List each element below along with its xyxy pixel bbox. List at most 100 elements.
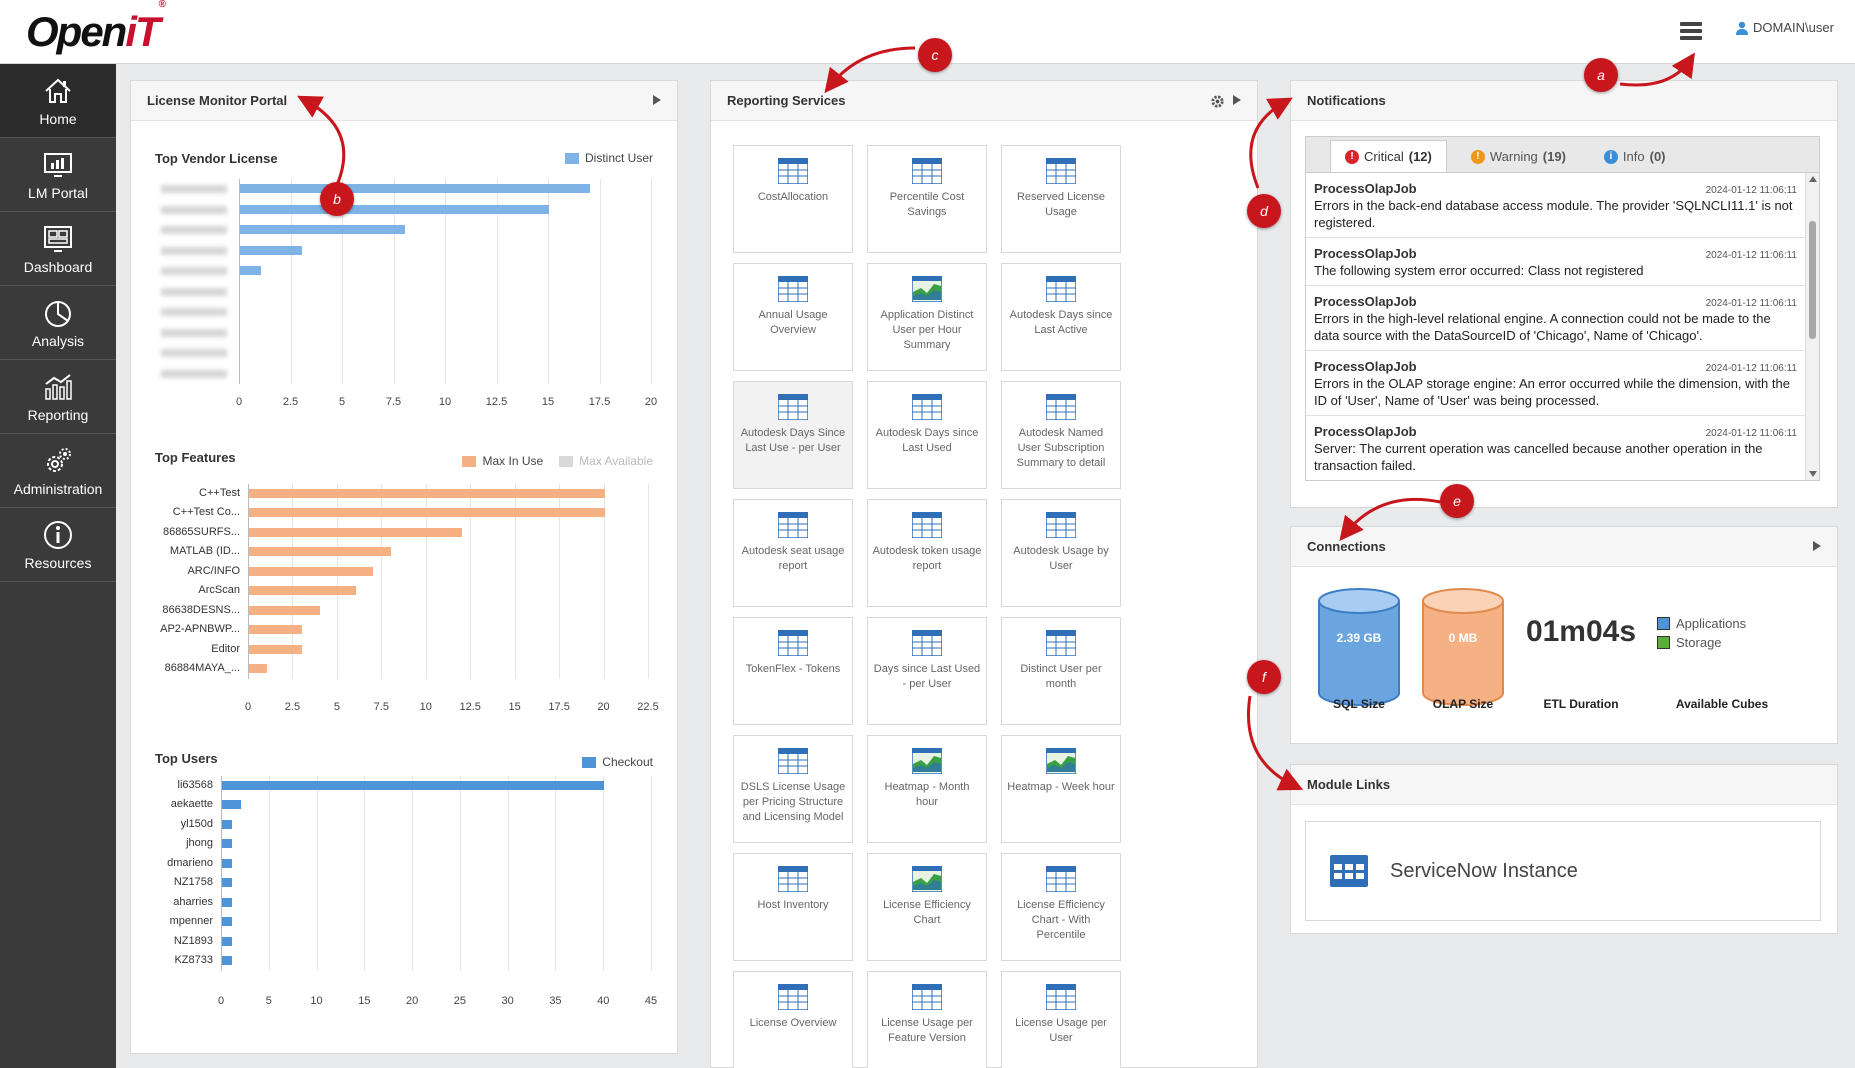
sidebar-item-administration[interactable]: Administration: [0, 434, 116, 508]
gridline: [290, 179, 292, 384]
blurred-label: [161, 349, 227, 358]
gear-icon[interactable]: [1210, 94, 1225, 109]
report-tile[interactable]: License Usage per Feature Version: [867, 971, 987, 1068]
tab-warning[interactable]: ! Warning (19): [1457, 141, 1580, 172]
notification-text: Errors in the OLAP storage engine: An er…: [1314, 376, 1790, 408]
report-tile[interactable]: Autodesk Days since Last Active: [1001, 263, 1121, 371]
top-vendor-license-chart: Top Vendor License Distinct User 0 2.5 5 7.…: [131, 121, 677, 421]
chart-title: Top Users: [155, 751, 218, 766]
report-tile[interactable]: Autodesk Days since Last Used: [867, 381, 987, 489]
table-icon: [777, 629, 809, 657]
notification-item[interactable]: ProcessOlapJob 2024-01-12 11:06:11 The fol…: [1306, 238, 1819, 286]
table-icon: [1045, 865, 1077, 893]
tick-label: 15: [358, 995, 371, 1007]
gridline: [336, 484, 338, 679]
top-features-chart: Top Features Max In Use Max Available 0 2.…: [131, 421, 677, 721]
notification-date: 2024-01-12 11:06:11: [1705, 298, 1797, 309]
report-tile[interactable]: Autodesk token usage report: [867, 499, 987, 607]
grid-table-icon: [1330, 855, 1368, 887]
tick-label: 15: [508, 701, 521, 713]
y-axis: [221, 776, 222, 971]
notification-item[interactable]: ProcessOlapJob 2024-01-12 11:06:11 Errors …: [1306, 351, 1819, 416]
bar: [222, 878, 232, 888]
y-axis: [239, 179, 240, 384]
report-tile[interactable]: Annual Usage Overview: [733, 263, 853, 371]
report-tile[interactable]: Reserved License Usage: [1001, 145, 1121, 253]
chart-icon: [911, 865, 943, 893]
report-tile[interactable]: Autodesk Days Since Last Use - per User: [733, 381, 853, 489]
report-tile[interactable]: License Overview: [733, 971, 853, 1068]
report-tile-label: Autodesk seat usage report: [741, 545, 845, 572]
blurred-label: [161, 226, 227, 235]
report-tile[interactable]: Days since Last Used - per User: [867, 617, 987, 725]
sidebar-item-lm-portal[interactable]: LM Portal: [0, 138, 116, 212]
sql-cylinder: [1318, 588, 1400, 706]
report-tile[interactable]: License Usage per User: [1001, 971, 1121, 1068]
report-tile[interactable]: CostAllocation: [733, 145, 853, 253]
report-tile[interactable]: Host Inventory: [733, 853, 853, 961]
table-icon: [911, 629, 943, 657]
report-tile[interactable]: Autodesk seat usage report: [733, 499, 853, 607]
tick-label: 0: [235, 396, 243, 408]
report-tile[interactable]: License Efficiency Chart: [867, 853, 987, 961]
report-tile[interactable]: TokenFlex - Tokens: [733, 617, 853, 725]
table-icon: [911, 983, 943, 1011]
report-tile[interactable]: DSLS License Usage per Pricing Structure…: [733, 735, 853, 843]
bar: [249, 664, 267, 674]
table-icon: [1045, 983, 1077, 1011]
report-tile[interactable]: Autodesk Named User Subscription Summary…: [1001, 381, 1121, 489]
report-tile[interactable]: Heatmap - Month hour: [867, 735, 987, 843]
report-tile[interactable]: Application Distinct User per Hour Summa…: [867, 263, 987, 371]
tick-label: 7.5: [373, 701, 389, 713]
openit-logo[interactable]: OpeniT®: [26, 0, 167, 55]
notification-item[interactable]: ProcessOlapJob 2024-01-12 11:06:11 Errors …: [1306, 286, 1819, 351]
table-icon: [1045, 157, 1077, 185]
servicenow-link[interactable]: ServiceNow Instance: [1305, 821, 1821, 921]
notification-item[interactable]: ProcessOlapJob 2024-01-12 11:06:11 Server:…: [1306, 416, 1819, 480]
tab-info[interactable]: i Info (0): [1590, 141, 1680, 172]
notification-item[interactable]: ProcessOlapJob 2024-01-12 11:06:11 Errors …: [1306, 173, 1819, 238]
expand-arrow-icon[interactable]: [1233, 95, 1241, 105]
category-label: NZ1893: [173, 934, 213, 947]
expand-arrow-icon[interactable]: [1813, 541, 1821, 551]
gridline: [364, 776, 366, 971]
report-tile[interactable]: Heatmap - Week hour: [1001, 735, 1121, 843]
sidebar-item-home[interactable]: Home: [0, 64, 116, 138]
expand-arrow-icon[interactable]: [653, 95, 661, 105]
tick-label: 5: [333, 701, 340, 713]
sidebar-item-resources[interactable]: Resources: [0, 508, 116, 582]
report-tile[interactable]: License Efficiency Chart - With Percenti…: [1001, 853, 1121, 961]
etl-duration-value: 01m04s: [1525, 615, 1637, 648]
report-tile-label: Autodesk Days since Last Used: [875, 427, 979, 454]
user-menu[interactable]: DOMAIN\user: [1735, 20, 1834, 35]
top-users-chart: Top Users Checkout 0 5 10 15 20 25 30 35 40 45 li6…: [131, 721, 677, 1051]
bar: [222, 936, 232, 946]
tick-label: 0: [244, 701, 252, 713]
gridline: [459, 776, 461, 971]
available-cubes-label: Available Cubes: [1675, 697, 1769, 711]
hamburger-icon[interactable]: [1680, 22, 1702, 42]
report-tile[interactable]: Percentile Cost Savings: [867, 145, 987, 253]
table-icon: [777, 511, 809, 539]
sidebar-item-dashboard[interactable]: Dashboard: [0, 212, 116, 286]
gridline: [425, 484, 427, 679]
report-tile[interactable]: Autodesk Usage by User: [1001, 499, 1121, 607]
report-tile-label: Autodesk Named User Subscription Summary…: [1016, 427, 1106, 469]
bar: [222, 839, 232, 849]
annotation-marker-d: d: [1247, 194, 1281, 228]
notification-list[interactable]: ProcessOlapJob 2024-01-12 11:06:11 Errors …: [1305, 172, 1820, 481]
module-links-panel: Module Links ServiceNow Instance: [1290, 764, 1838, 934]
gridline: [316, 776, 318, 971]
report-tile[interactable]: Distinct User per month: [1001, 617, 1121, 725]
gridline: [555, 776, 557, 971]
gridline: [651, 179, 652, 384]
scrollbar[interactable]: [1805, 173, 1819, 480]
annotation-marker-f: f: [1247, 660, 1281, 694]
report-tile-label: Autodesk token usage report: [872, 545, 982, 572]
monitor-chart-icon: [44, 152, 72, 177]
sidebar-item-reporting[interactable]: Reporting: [0, 360, 116, 434]
report-tile-label: TokenFlex - Tokens: [745, 663, 841, 675]
sidebar-item-analysis[interactable]: Analysis: [0, 286, 116, 360]
table-icon: [1045, 275, 1077, 303]
tab-critical[interactable]: ! Critical (12): [1330, 140, 1447, 172]
